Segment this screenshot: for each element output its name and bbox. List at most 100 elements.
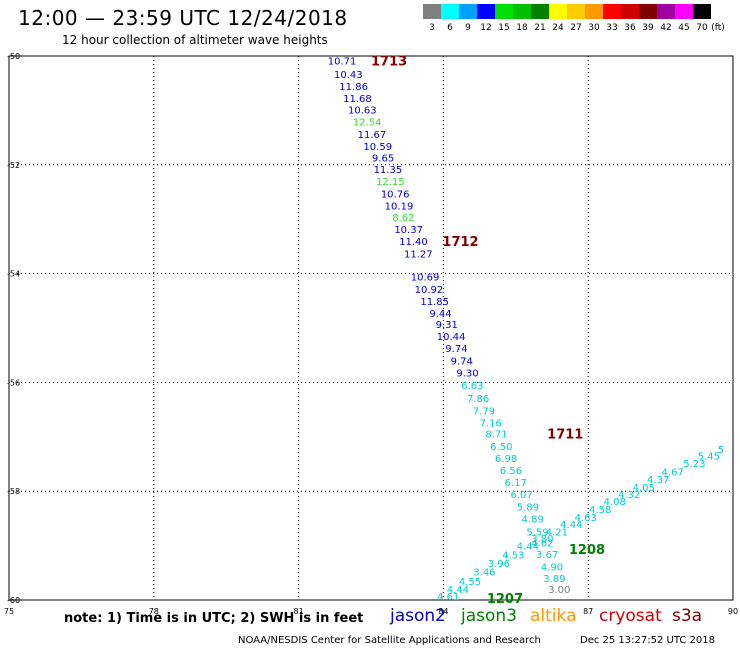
scale-swatch — [639, 4, 657, 19]
scale-swatch — [441, 4, 459, 19]
data-label: 7.79 — [473, 407, 495, 418]
data-label: 10.71 — [328, 56, 357, 67]
scale-unit: (ft) — [711, 23, 725, 33]
x-tick-label: 84 — [438, 607, 448, 616]
scale-swatch — [513, 4, 531, 19]
data-label: 8.71 — [485, 430, 507, 441]
legend-item: jason2 — [390, 606, 446, 626]
data-label: 3.00 — [548, 585, 570, 596]
data-label: 6.17 — [505, 478, 527, 489]
data-label: 4.21 — [546, 527, 568, 538]
data-label: 11.86 — [339, 82, 368, 93]
data-label: 4.55 — [459, 577, 481, 588]
data-label: 11.40 — [399, 237, 428, 248]
scale-swatch — [603, 4, 621, 19]
y-tick-label: -50 — [7, 52, 20, 61]
y-tick-label: -52 — [7, 161, 20, 170]
data-label: 3.80 — [531, 534, 553, 545]
data-label: 4.05 — [633, 483, 655, 494]
footer-credit: NOAA/NESDIS Center for Satellite Applica… — [238, 635, 541, 646]
data-label: 11.68 — [343, 94, 372, 105]
data-label: 3.96 — [488, 559, 510, 570]
scale-label: 15 — [498, 23, 510, 33]
legend-item: altika — [530, 606, 577, 626]
chart-title: 12:00 — 23:59 UTC 12/24/2018 — [18, 6, 348, 30]
note-text: note: 1) Time is in UTC; 2) SWH is in fe… — [64, 611, 364, 626]
data-label: 10.63 — [348, 105, 377, 116]
data-label: 4.08 — [604, 497, 626, 508]
scale-label: 18 — [516, 23, 528, 33]
scale-label: 30 — [588, 23, 600, 33]
data-label: 6.07 — [510, 490, 532, 501]
data-label: 3.46 — [473, 568, 495, 579]
scale-label: 12 — [480, 23, 492, 33]
data-label: 4.90 — [541, 562, 563, 573]
data-label: 4.62 — [531, 538, 553, 549]
y-tick-label: -60 — [7, 596, 20, 605]
scale-label: 45 — [678, 23, 690, 33]
scale-label: 70 — [696, 23, 708, 33]
pass-time-label: 1208 — [569, 543, 605, 558]
data-label: 10.43 — [334, 70, 363, 81]
data-label: 12.15 — [376, 177, 405, 188]
chart-subtitle: 12 hour collection of altimeter wave hei… — [62, 33, 328, 47]
data-label: 9.31 — [436, 320, 458, 331]
data-label: 10.37 — [394, 225, 423, 236]
scale-swatch — [657, 4, 675, 19]
data-label: 4.67 — [662, 468, 684, 479]
data-label: 6.98 — [495, 454, 517, 465]
data-label: 9.74 — [451, 357, 473, 368]
data-label: 3.67 — [536, 550, 558, 561]
scale-swatch — [693, 4, 711, 19]
x-tick-label: 75 — [4, 607, 14, 616]
data-label: 4.44 — [517, 542, 539, 553]
data-label: 4.89 — [522, 514, 544, 525]
x-tick-label: 78 — [149, 607, 159, 616]
scale-label: 6 — [447, 23, 453, 33]
scale-swatch — [531, 4, 549, 19]
scale-swatch — [585, 4, 603, 19]
pass-time-label: 1207 — [487, 592, 523, 607]
data-label: 5.89 — [517, 502, 539, 513]
data-label: 5.45 — [698, 451, 720, 462]
scale-label: 21 — [534, 23, 546, 33]
y-tick-label: -56 — [7, 378, 20, 387]
data-label: 4.32 — [618, 490, 640, 501]
data-label: 6.63 — [461, 381, 483, 392]
scale-swatch — [621, 4, 639, 19]
data-label: 5.59 — [526, 527, 548, 538]
data-label: 10.44 — [437, 332, 466, 343]
pass-time-label: 1713 — [371, 54, 407, 69]
data-label: 4.37 — [647, 475, 669, 486]
legend-item: jason3 — [461, 606, 517, 626]
plot-frame — [8, 55, 734, 601]
data-label: 4.61 — [437, 592, 459, 603]
scale-label: 3 — [429, 23, 435, 33]
data-label: 7.16 — [480, 419, 502, 430]
data-label: 5.23 — [683, 459, 705, 470]
data-label: 7.86 — [467, 394, 489, 405]
timestamp: Dec 25 13:27:52 UTC 2018 — [580, 635, 715, 646]
data-label: 4.44 — [560, 520, 582, 531]
data-label: 12.54 — [353, 117, 382, 128]
scale-swatch — [459, 4, 477, 19]
data-label: 4.44 — [447, 585, 469, 596]
data-label: 10.69 — [411, 272, 440, 283]
data-label: 6.50 — [490, 442, 512, 453]
data-label: 8.62 — [392, 213, 414, 224]
scale-label: 9 — [465, 23, 471, 33]
data-label: 10.19 — [385, 202, 414, 213]
legend-item: cryosat — [599, 606, 662, 626]
data-label: 4.53 — [502, 550, 524, 561]
scale-label: 33 — [606, 23, 618, 33]
data-label: 9.30 — [456, 369, 478, 380]
data-label: 4.63 — [575, 513, 597, 524]
data-label: 11.27 — [404, 249, 433, 260]
data-label: 6.56 — [500, 466, 522, 477]
x-tick-label: 90 — [728, 607, 738, 616]
data-label: 11.35 — [374, 165, 403, 176]
data-label: 10.76 — [381, 190, 410, 201]
data-label: 10.59 — [363, 142, 392, 153]
y-tick-label: -58 — [7, 487, 20, 496]
